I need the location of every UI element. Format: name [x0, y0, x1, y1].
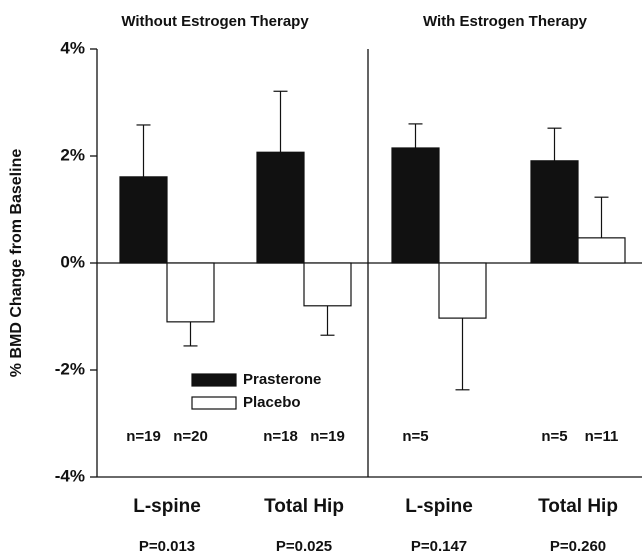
n-label: n=19 [310, 428, 345, 445]
y-tick-label: 0% [60, 252, 85, 271]
p-value: P=0.025 [276, 538, 332, 555]
legend-label: Prasterone [243, 371, 321, 388]
x-tick-label: Total Hip [538, 496, 618, 517]
panel-title: With Estrogen Therapy [423, 13, 588, 30]
y-tick-label: 4% [60, 38, 85, 57]
y-tick-label: 2% [60, 145, 85, 164]
n-label: n=5 [541, 428, 567, 445]
panel-title: Without Estrogen Therapy [121, 13, 309, 30]
p-value: P=0.013 [139, 538, 195, 555]
p-value: P=0.147 [411, 538, 467, 555]
bar [577, 237, 626, 264]
n-label: n=19 [126, 428, 161, 445]
n-label: n=20 [173, 428, 208, 445]
bar [391, 147, 440, 264]
bar [303, 262, 352, 307]
bar [530, 160, 579, 264]
bar [119, 176, 168, 264]
n-label: n=5 [402, 428, 428, 445]
x-tick-label: L-spine [133, 496, 201, 517]
x-tick-label: L-spine [405, 496, 473, 517]
n-label: n=11 [585, 428, 619, 445]
bar [438, 262, 487, 319]
n-label: n=18 [263, 428, 298, 445]
legend-label: Placebo [243, 394, 301, 411]
bar [256, 151, 305, 264]
bar [166, 262, 215, 323]
x-tick-label: Total Hip [264, 496, 344, 517]
y-axis-label: % BMD Change from Baseline [8, 149, 25, 378]
y-tick-label: -2% [55, 359, 85, 378]
y-tick-label: -4% [55, 466, 85, 485]
legend-swatch [191, 396, 237, 410]
legend-swatch [191, 373, 237, 387]
p-value: P=0.260 [550, 538, 606, 555]
